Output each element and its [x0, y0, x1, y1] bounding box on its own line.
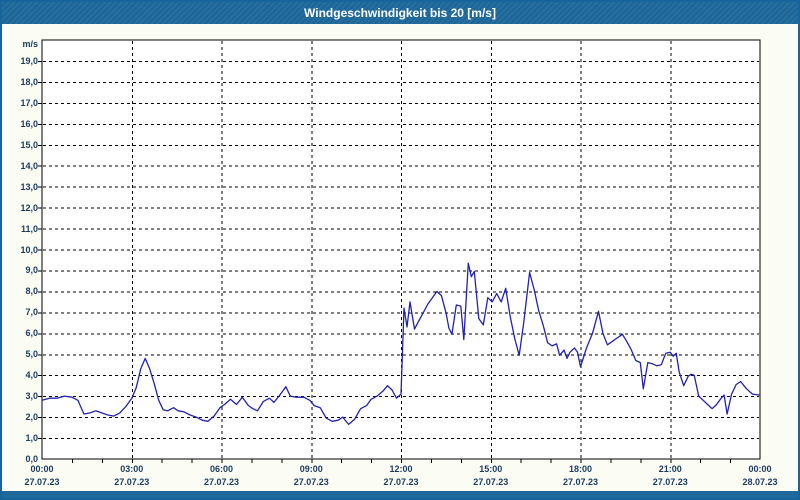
- y-tick-label: 11,0: [20, 223, 38, 234]
- y-tick-label: 13,0: [20, 181, 38, 192]
- wind-speed-line: [41, 262, 761, 426]
- y-tick-label: 8,0: [25, 286, 38, 297]
- title-bar: Windgeschwindigkeit bis 20 [m/s]: [2, 2, 798, 24]
- x-tick-date-label: 27.07.23: [24, 477, 60, 487]
- x-tick-time-label: 00:00: [748, 464, 772, 474]
- y-tick-label: 1,0: [25, 433, 38, 444]
- x-tick-time-label: 03:00: [120, 464, 144, 474]
- y-axis-unit-label: m/s: [22, 39, 38, 49]
- y-tick-label: 6,0: [25, 328, 38, 339]
- x-tick-date-label: 27.07.23: [293, 477, 329, 487]
- y-tick-label: 12,0: [20, 202, 38, 213]
- y-tick-label: 15,0: [20, 139, 38, 150]
- y-tick-label: 5,0: [25, 349, 38, 360]
- x-tick-date-label: 28.07.23: [742, 477, 778, 487]
- y-tick-label: 19,0: [20, 55, 38, 66]
- y-tick-label: 16,0: [20, 118, 38, 129]
- y-tick-label: 7,0: [25, 307, 38, 318]
- y-tick-label: 9,0: [25, 265, 38, 276]
- x-tick-time-label: 21:00: [658, 464, 682, 474]
- x-tick-time-label: 09:00: [299, 464, 323, 474]
- x-tick-time-label: 06:00: [209, 464, 234, 474]
- bottom-bar: [2, 491, 798, 498]
- y-tick-label: 2,0: [25, 412, 38, 423]
- x-tick-date-label: 27.07.23: [114, 477, 150, 487]
- x-tick-date-label: 27.07.23: [562, 477, 599, 487]
- y-tick-label: 17,0: [20, 97, 38, 108]
- y-tick-label: 10,0: [20, 244, 38, 255]
- x-tick-date-label: 27.07.23: [652, 477, 688, 487]
- x-tick-time-label: 18:00: [568, 464, 593, 474]
- y-tick-label: 4,0: [25, 370, 38, 381]
- x-tick-date-label: 27.07.23: [203, 477, 240, 487]
- y-tick-label: 14,0: [20, 160, 38, 171]
- x-tick-date-label: 27.07.23: [473, 477, 509, 487]
- y-tick-label: 18,0: [20, 76, 38, 87]
- x-tick-time-label: 15:00: [479, 464, 503, 474]
- y-tick-label: 3,0: [25, 391, 38, 402]
- x-tick-time-label: 12:00: [389, 464, 413, 474]
- x-tick-date-label: 27.07.23: [383, 477, 419, 487]
- y-tick-label: 0,0: [25, 454, 38, 464]
- x-tick-time-label: 00:00: [30, 464, 54, 474]
- chart-title: Windgeschwindigkeit bis 20 [m/s]: [304, 6, 496, 20]
